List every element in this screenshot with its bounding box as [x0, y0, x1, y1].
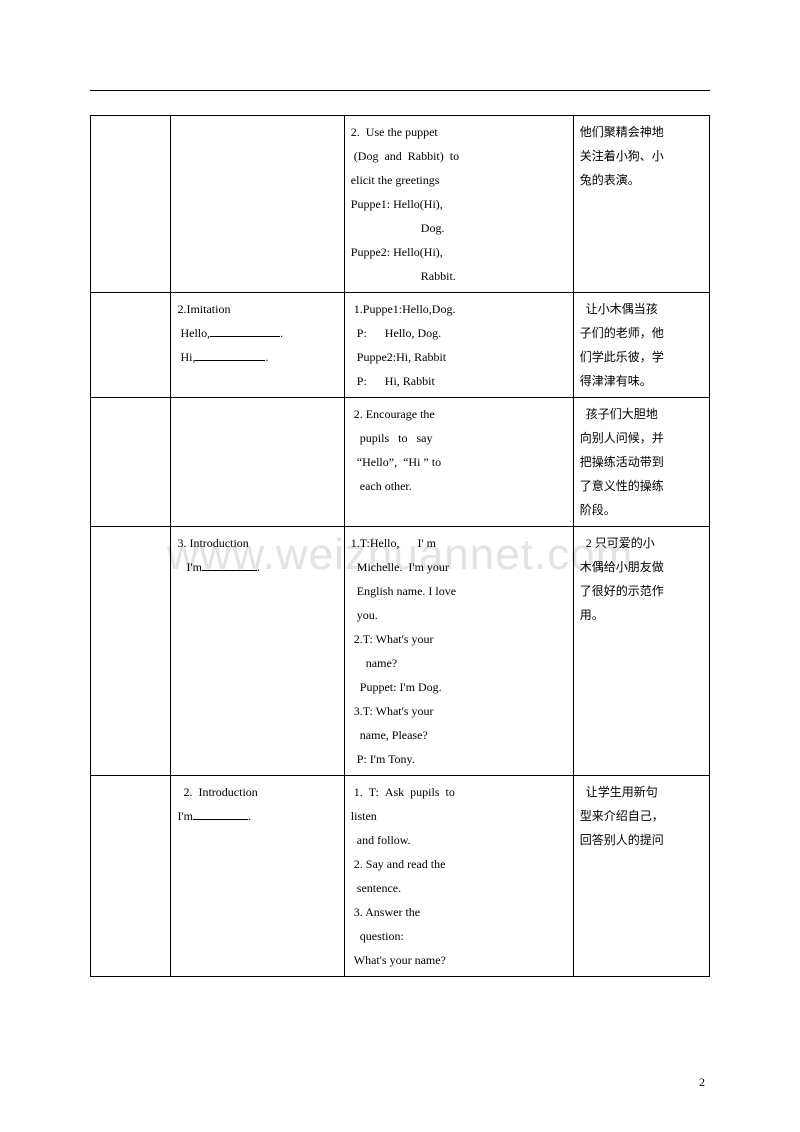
cell: 1.Puppe1:Hello,Dog. P: Hello, Dog. Puppe…	[344, 293, 573, 398]
cell	[91, 398, 171, 527]
page-number: 2	[699, 1075, 705, 1090]
cell: 让学生用新句型来介绍自己，回答别人的提问	[573, 776, 709, 977]
table-row: 2. Introduction I'm. 1. T: Ask pupils to…	[91, 776, 710, 977]
cell: 2. Introduction I'm.	[171, 776, 344, 977]
cell: 他们聚精会神地关注着小狗、小兔的表演。	[573, 116, 709, 293]
cell: 2.Imitation Hello,. Hi,.	[171, 293, 344, 398]
cell: 孩子们大胆地向别人问候，并把操练活动带到了意义性的操练阶段。	[573, 398, 709, 527]
cell	[91, 116, 171, 293]
cell	[91, 293, 171, 398]
cell: 2. Use the puppet (Dog and Rabbit) to el…	[344, 116, 573, 293]
cell	[171, 398, 344, 527]
cell: 让小木偶当孩子们的老师，他们学此乐彼，学得津津有味。	[573, 293, 709, 398]
table-row: 3. Introduction I'm. 1.T:Hello, I' m Mic…	[91, 527, 710, 776]
cell: 2. Encourage the pupils to say “Hello”, …	[344, 398, 573, 527]
cell: 1. T: Ask pupils to listen and follow. 2…	[344, 776, 573, 977]
table-row: 2.Imitation Hello,. Hi,. 1.Puppe1:Hello,…	[91, 293, 710, 398]
cell: 2 只可爱的小木偶给小朋友做了很好的示范作用。	[573, 527, 709, 776]
lesson-table: 2. Use the puppet (Dog and Rabbit) to el…	[90, 115, 710, 977]
cell	[91, 776, 171, 977]
table-row: 2. Encourage the pupils to say “Hello”, …	[91, 398, 710, 527]
cell	[91, 527, 171, 776]
top-rule	[90, 90, 710, 91]
cell: 3. Introduction I'm.	[171, 527, 344, 776]
cell	[171, 116, 344, 293]
cell: 1.T:Hello, I' m Michelle. I'm your Engli…	[344, 527, 573, 776]
table-row: 2. Use the puppet (Dog and Rabbit) to el…	[91, 116, 710, 293]
